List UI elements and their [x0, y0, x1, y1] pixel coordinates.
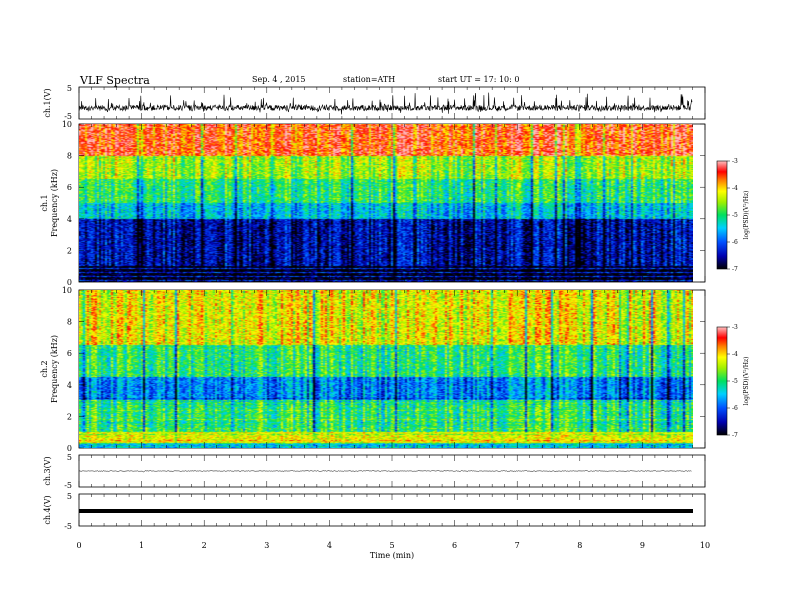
figure-header: VLF Spectra Sep. 4 , 2015 station=ATH st… — [79, 74, 519, 87]
x-tick-label: 9 — [640, 541, 645, 550]
ch1-waveform-line — [78, 92, 693, 115]
y-tick-label: 0 — [67, 444, 72, 453]
colorbar-tick-label: -3 — [732, 158, 738, 165]
colorbar-tick-label: -7 — [732, 432, 738, 439]
colorbar-tick-label: -4 — [732, 185, 738, 192]
ch1-ylabel: ch.1(V) — [43, 88, 52, 117]
ch3-waveform-panel: 5 -5 ch.3(V) — [43, 453, 706, 490]
ch1-waveform-panel: 5 -5 ch.1(V) — [43, 84, 706, 121]
x-tick-label: 5 — [389, 541, 394, 550]
y-tick-label: 6 — [67, 349, 72, 358]
colorbar-tick-label: -5 — [732, 212, 738, 219]
y-tick-label: 0 — [67, 278, 72, 287]
ch1-ytick-top: 5 — [67, 84, 72, 93]
ch3-ylabel: ch.3(V) — [43, 456, 52, 485]
ch2-colorbar — [716, 326, 728, 436]
header-station: station=ATH — [343, 75, 395, 84]
ch4-ytick-bottom: -5 — [64, 522, 72, 531]
ch1-ytick-bottom: -5 — [64, 112, 72, 121]
figure-title: VLF Spectra — [79, 74, 150, 87]
x-tick-label: 10 — [700, 541, 710, 550]
ch3-ytick-bottom: -5 — [64, 481, 72, 490]
ch4-ylabel: ch.4(V) — [43, 495, 52, 524]
ch4-waveform-panel: 5 -5 ch.4(V) — [43, 492, 706, 531]
y-tick-label: 6 — [67, 183, 72, 192]
ch2-spectrogram-ylabel-frequency: Frequency (kHz) — [50, 335, 59, 403]
x-tick-label: 0 — [76, 541, 81, 550]
time-axis-label: Time (min) — [370, 551, 414, 560]
ch3-ytick-top: 5 — [67, 453, 72, 462]
y-tick-label: 4 — [67, 381, 72, 390]
y-tick-label: 4 — [67, 215, 72, 224]
x-tick-label: 3 — [264, 541, 269, 550]
header-start-time: start UT = 17: 10: 0 — [438, 75, 519, 84]
y-tick-label: 2 — [67, 412, 72, 421]
y-tick-label: 8 — [67, 318, 72, 327]
time-axis-tick-labels: 0 1 2 3 4 5 6 7 8 9 10 — [76, 541, 710, 550]
ch1-spectrogram-heatmap — [79, 124, 693, 282]
ch3-waveform-line — [78, 470, 692, 473]
header-date: Sep. 4 , 2015 — [252, 75, 306, 84]
y-tick-label: 2 — [67, 246, 72, 255]
ch2-colorbar-label: log(PSD)(V²/Hz) — [743, 357, 750, 406]
y-tick-label: 10 — [62, 286, 72, 295]
colorbar-tick-label: -6 — [732, 405, 738, 412]
colorbar-tick-label: -5 — [732, 378, 738, 385]
y-tick-label: 8 — [67, 152, 72, 161]
x-tick-label: 1 — [139, 541, 144, 550]
ch4-waveform-line — [79, 509, 693, 513]
ch1-spectrogram-yticks: 0 2 4 6 8 10 — [62, 120, 705, 287]
ch1-colorbar-ticks: -3 -4 -5 -6 -7 — [727, 158, 738, 273]
ch2-spectrogram-ylabel-channel: ch.2 — [40, 360, 49, 377]
x-tick-label: 6 — [452, 541, 457, 550]
x-tick-label: 4 — [327, 541, 332, 550]
colorbar-tick-label: -4 — [732, 351, 738, 358]
time-axis-ticks — [78, 87, 706, 526]
ch1-spectrogram-ylabel-frequency: Frequency (kHz) — [50, 169, 59, 237]
ch1-colorbar — [716, 160, 728, 270]
colorbar-tick-label: -7 — [732, 266, 738, 273]
x-tick-label: 2 — [202, 541, 207, 550]
colorbar-tick-label: -6 — [732, 239, 738, 246]
ch2-spectrogram-heatmap — [79, 290, 693, 448]
y-tick-label: 10 — [62, 120, 72, 129]
x-tick-label: 7 — [515, 541, 520, 550]
ch4-ytick-top: 5 — [67, 492, 72, 501]
x-tick-label: 8 — [577, 541, 582, 550]
ch1-spectrogram-ylabel-channel: ch.1 — [40, 194, 49, 211]
ch2-spectrogram-yticks: 0 2 4 6 8 10 — [62, 286, 705, 453]
ch2-colorbar-ticks: -3 -4 -5 -6 -7 — [727, 324, 738, 439]
colorbar-tick-label: -3 — [732, 324, 738, 331]
ch1-colorbar-label: log(PSD)(V²/Hz) — [743, 191, 750, 240]
